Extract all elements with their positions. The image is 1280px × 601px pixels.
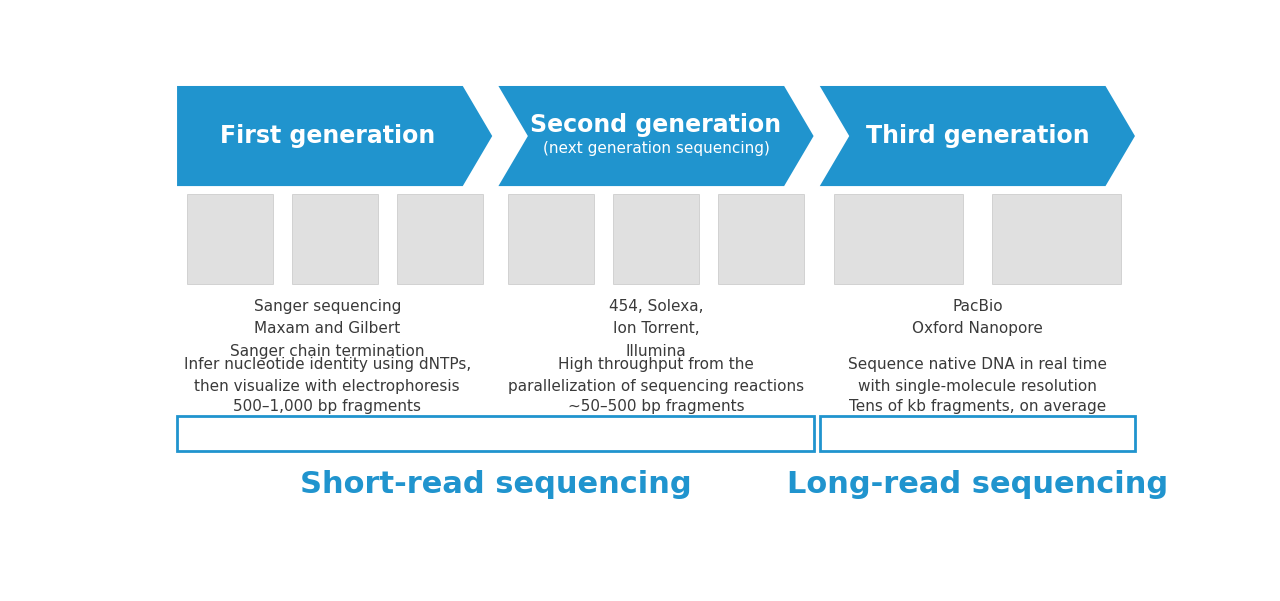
Polygon shape [819,86,1135,186]
Text: 454, Solexa,
Ion Torrent,
Illumina: 454, Solexa, Ion Torrent, Illumina [609,299,703,359]
FancyBboxPatch shape [718,194,804,284]
Text: Third generation: Third generation [865,124,1089,148]
Text: Second generation: Second generation [530,113,782,137]
FancyBboxPatch shape [508,194,594,284]
Text: 500–1,000 bp fragments: 500–1,000 bp fragments [233,400,421,414]
FancyBboxPatch shape [187,194,273,284]
Text: Short-read sequencing: Short-read sequencing [300,469,691,499]
FancyBboxPatch shape [992,194,1121,284]
Text: (next generation sequencing): (next generation sequencing) [543,141,769,156]
Text: Sanger sequencing
Maxam and Gilbert
Sanger chain termination: Sanger sequencing Maxam and Gilbert Sang… [230,299,425,359]
Text: Tens of kb fragments, on average: Tens of kb fragments, on average [849,400,1106,414]
Text: ~50–500 bp fragments: ~50–500 bp fragments [568,400,744,414]
FancyBboxPatch shape [397,194,483,284]
Text: Sequence native DNA in real time
with single-molecule resolution: Sequence native DNA in real time with si… [847,357,1107,394]
Text: High throughput from the
parallelization of sequencing reactions: High throughput from the parallelization… [508,357,804,394]
FancyBboxPatch shape [613,194,699,284]
FancyBboxPatch shape [292,194,378,284]
Text: First generation: First generation [220,124,435,148]
Text: PacBio
Oxford Nanopore: PacBio Oxford Nanopore [911,299,1043,337]
Text: Long-read sequencing: Long-read sequencing [787,469,1167,499]
Text: Infer nucleotide identity using dNTPs,
then visualize with electrophoresis: Infer nucleotide identity using dNTPs, t… [183,357,471,394]
FancyBboxPatch shape [835,194,963,284]
Polygon shape [177,86,493,186]
Bar [819,416,1135,451]
Polygon shape [498,86,814,186]
Bar [177,416,814,451]
